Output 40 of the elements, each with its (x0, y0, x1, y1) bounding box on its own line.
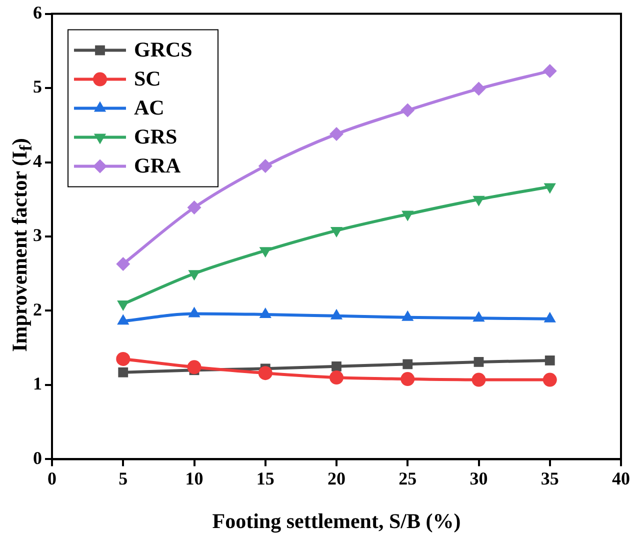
point (400, 103, 415, 118)
x-tick-label: 25 (398, 468, 417, 489)
point (330, 127, 344, 142)
y-tick-label: 3 (33, 225, 42, 246)
point (332, 361, 342, 372)
point (116, 256, 130, 271)
point (118, 367, 128, 378)
x-tick-label: 20 (328, 468, 346, 489)
legend-label: GRCS (134, 38, 192, 62)
x-tick-label: 30 (470, 468, 488, 489)
point (116, 352, 130, 366)
legend-label: GRA (134, 154, 182, 178)
x-tick-label: 35 (540, 468, 559, 489)
x-tick-label: 10 (185, 468, 204, 489)
y-tick-label: 1 (33, 374, 42, 394)
point (544, 356, 555, 366)
legend-label: GRS (134, 124, 178, 149)
point (402, 359, 413, 370)
x-axis-title: Footing settlement, S/B (%) (212, 508, 461, 533)
point (258, 158, 272, 173)
x-tick-label: 15 (256, 468, 274, 489)
y-tick-label: 2 (33, 299, 42, 320)
point (330, 370, 344, 385)
point (472, 82, 486, 96)
point (400, 372, 415, 386)
point (542, 372, 557, 387)
x-tick-label: 40 (612, 468, 630, 489)
point (258, 366, 272, 380)
legend-label: AC (134, 96, 164, 120)
x-tick-label: 0 (48, 468, 56, 489)
y-tick-label: 0 (33, 448, 42, 468)
legend-label: SC (134, 66, 161, 91)
point (474, 357, 484, 367)
y-tick-label: 5 (33, 76, 42, 97)
y-tick-label: 6 (33, 2, 42, 22)
point (187, 200, 202, 215)
x-tick-label: 5 (118, 468, 128, 489)
point (187, 360, 202, 374)
point (472, 372, 486, 387)
point (542, 64, 557, 78)
